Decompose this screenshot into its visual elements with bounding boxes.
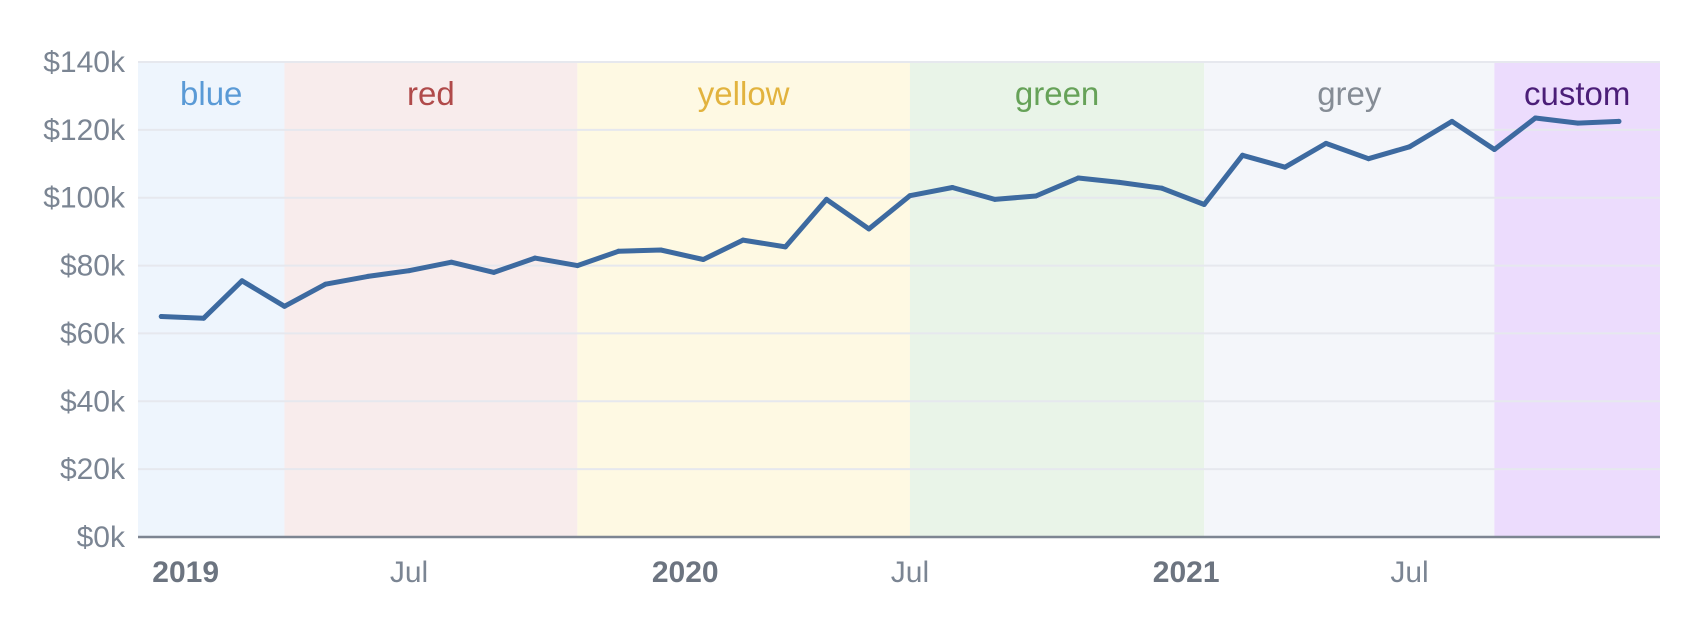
series-layer xyxy=(158,115,1622,321)
data-point xyxy=(1575,120,1581,126)
data-point xyxy=(406,268,412,274)
y-tick-label: $80k xyxy=(60,250,126,283)
data-point xyxy=(866,226,872,232)
y-tick-label: $0k xyxy=(77,521,126,554)
data-point xyxy=(323,281,328,287)
bands-layer xyxy=(138,62,1660,537)
data-point xyxy=(1366,156,1371,162)
band-labels-layer: blue red yellow green grey custom xyxy=(180,75,1630,112)
data-point xyxy=(782,244,788,250)
band-blue xyxy=(138,62,285,537)
data-point xyxy=(949,185,955,190)
data-point xyxy=(1407,144,1412,150)
data-point xyxy=(1449,118,1455,124)
y-tick-label: $40k xyxy=(60,385,126,418)
band-red xyxy=(284,62,578,537)
band-grey xyxy=(1204,62,1495,537)
y-tick-label: $100k xyxy=(43,182,126,215)
data-point xyxy=(1075,175,1081,181)
data-point xyxy=(574,263,580,269)
x-tick-label: 2020 xyxy=(652,556,719,589)
band-label-grey: grey xyxy=(1317,75,1382,112)
x-tick-label: Jul xyxy=(891,556,929,589)
band-label-custom: custom xyxy=(1524,75,1630,112)
data-point xyxy=(282,303,287,309)
data-point xyxy=(532,255,538,261)
data-point xyxy=(907,193,913,199)
data-point xyxy=(1159,185,1165,191)
x-tick-label: 2021 xyxy=(1153,556,1220,589)
data-point xyxy=(1491,147,1497,152)
data-point xyxy=(1282,164,1288,170)
data-point xyxy=(239,278,245,284)
x-axis-ticks: 2019 Jul 2020 Jul 2021 Jul xyxy=(152,556,1428,589)
data-point xyxy=(658,247,664,253)
band-label-green: green xyxy=(1015,75,1099,112)
y-tick-label: $20k xyxy=(60,453,126,486)
series-line xyxy=(158,115,1622,321)
data-point xyxy=(824,196,829,202)
data-point xyxy=(491,269,497,275)
band-label-red: red xyxy=(407,75,455,112)
x-tick-label: 2019 xyxy=(152,556,219,589)
data-point xyxy=(615,248,621,254)
grid-layer xyxy=(138,61,1660,471)
data-point xyxy=(1616,118,1622,124)
data-point xyxy=(1240,152,1245,158)
data-point xyxy=(1201,202,1207,207)
data-point xyxy=(1532,115,1538,121)
y-axis-ticks: $0k $20k $40k $60k $80k $100k $120k $140k xyxy=(43,46,126,554)
y-tick-label: $60k xyxy=(60,317,126,350)
data-point xyxy=(158,314,164,319)
band-yellow xyxy=(577,62,910,537)
x-tick-label: Jul xyxy=(1390,556,1428,589)
band-label-yellow: yellow xyxy=(698,75,790,112)
data-point xyxy=(1033,193,1039,199)
band-green xyxy=(909,62,1205,537)
data-point xyxy=(365,273,371,279)
data-point xyxy=(1323,140,1329,146)
band-custom xyxy=(1494,62,1660,537)
data-point xyxy=(201,315,207,321)
y-tick-label: $120k xyxy=(43,114,126,147)
data-point xyxy=(700,257,706,262)
data-point xyxy=(992,196,998,202)
data-point xyxy=(740,237,746,243)
band-label-blue: blue xyxy=(180,75,242,112)
data-point xyxy=(1116,179,1122,185)
x-tick-label: Jul xyxy=(390,556,428,589)
y-tick-label: $140k xyxy=(43,46,126,79)
data-point xyxy=(448,259,454,265)
